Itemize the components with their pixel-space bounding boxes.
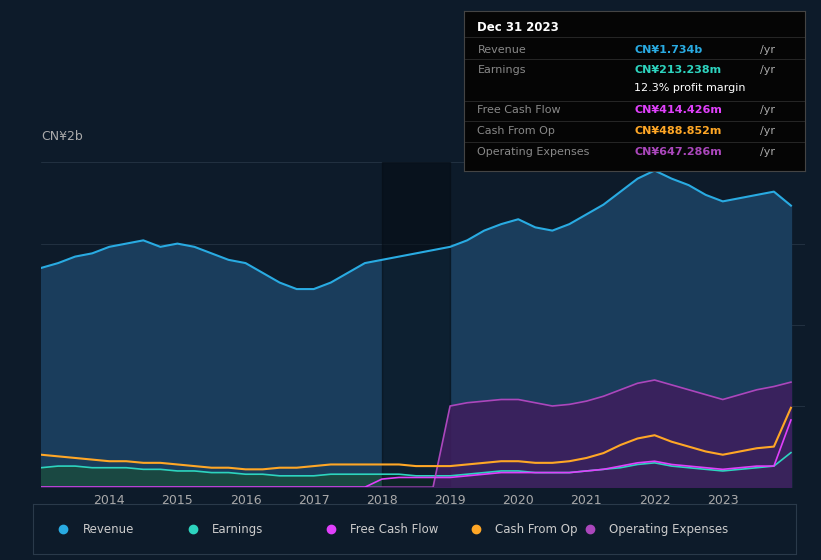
Text: 12.3% profit margin: 12.3% profit margin — [635, 83, 745, 93]
Text: Cash From Op: Cash From Op — [478, 126, 555, 136]
Text: Cash From Op: Cash From Op — [495, 522, 577, 536]
Bar — [382, 162, 450, 487]
Text: Operating Expenses: Operating Expenses — [609, 522, 728, 536]
Text: CN¥647.286m: CN¥647.286m — [635, 147, 722, 157]
Text: /yr: /yr — [760, 126, 775, 136]
Text: Free Cash Flow: Free Cash Flow — [350, 522, 438, 536]
Text: Revenue: Revenue — [82, 522, 134, 536]
Text: Earnings: Earnings — [478, 66, 526, 75]
Text: Revenue: Revenue — [478, 44, 526, 54]
Text: /yr: /yr — [760, 147, 775, 157]
Text: /yr: /yr — [760, 105, 775, 115]
Text: /yr: /yr — [760, 44, 775, 54]
Text: Free Cash Flow: Free Cash Flow — [478, 105, 561, 115]
Text: CN¥213.238m: CN¥213.238m — [635, 66, 722, 75]
Text: CN¥0: CN¥0 — [41, 503, 75, 516]
Text: CN¥488.852m: CN¥488.852m — [635, 126, 722, 136]
Text: Dec 31 2023: Dec 31 2023 — [478, 21, 559, 34]
Text: CN¥2b: CN¥2b — [41, 130, 83, 143]
Text: CN¥414.426m: CN¥414.426m — [635, 105, 722, 115]
Text: CN¥1.734b: CN¥1.734b — [635, 44, 703, 54]
Text: Operating Expenses: Operating Expenses — [478, 147, 589, 157]
Text: /yr: /yr — [760, 66, 775, 75]
Text: Earnings: Earnings — [213, 522, 264, 536]
